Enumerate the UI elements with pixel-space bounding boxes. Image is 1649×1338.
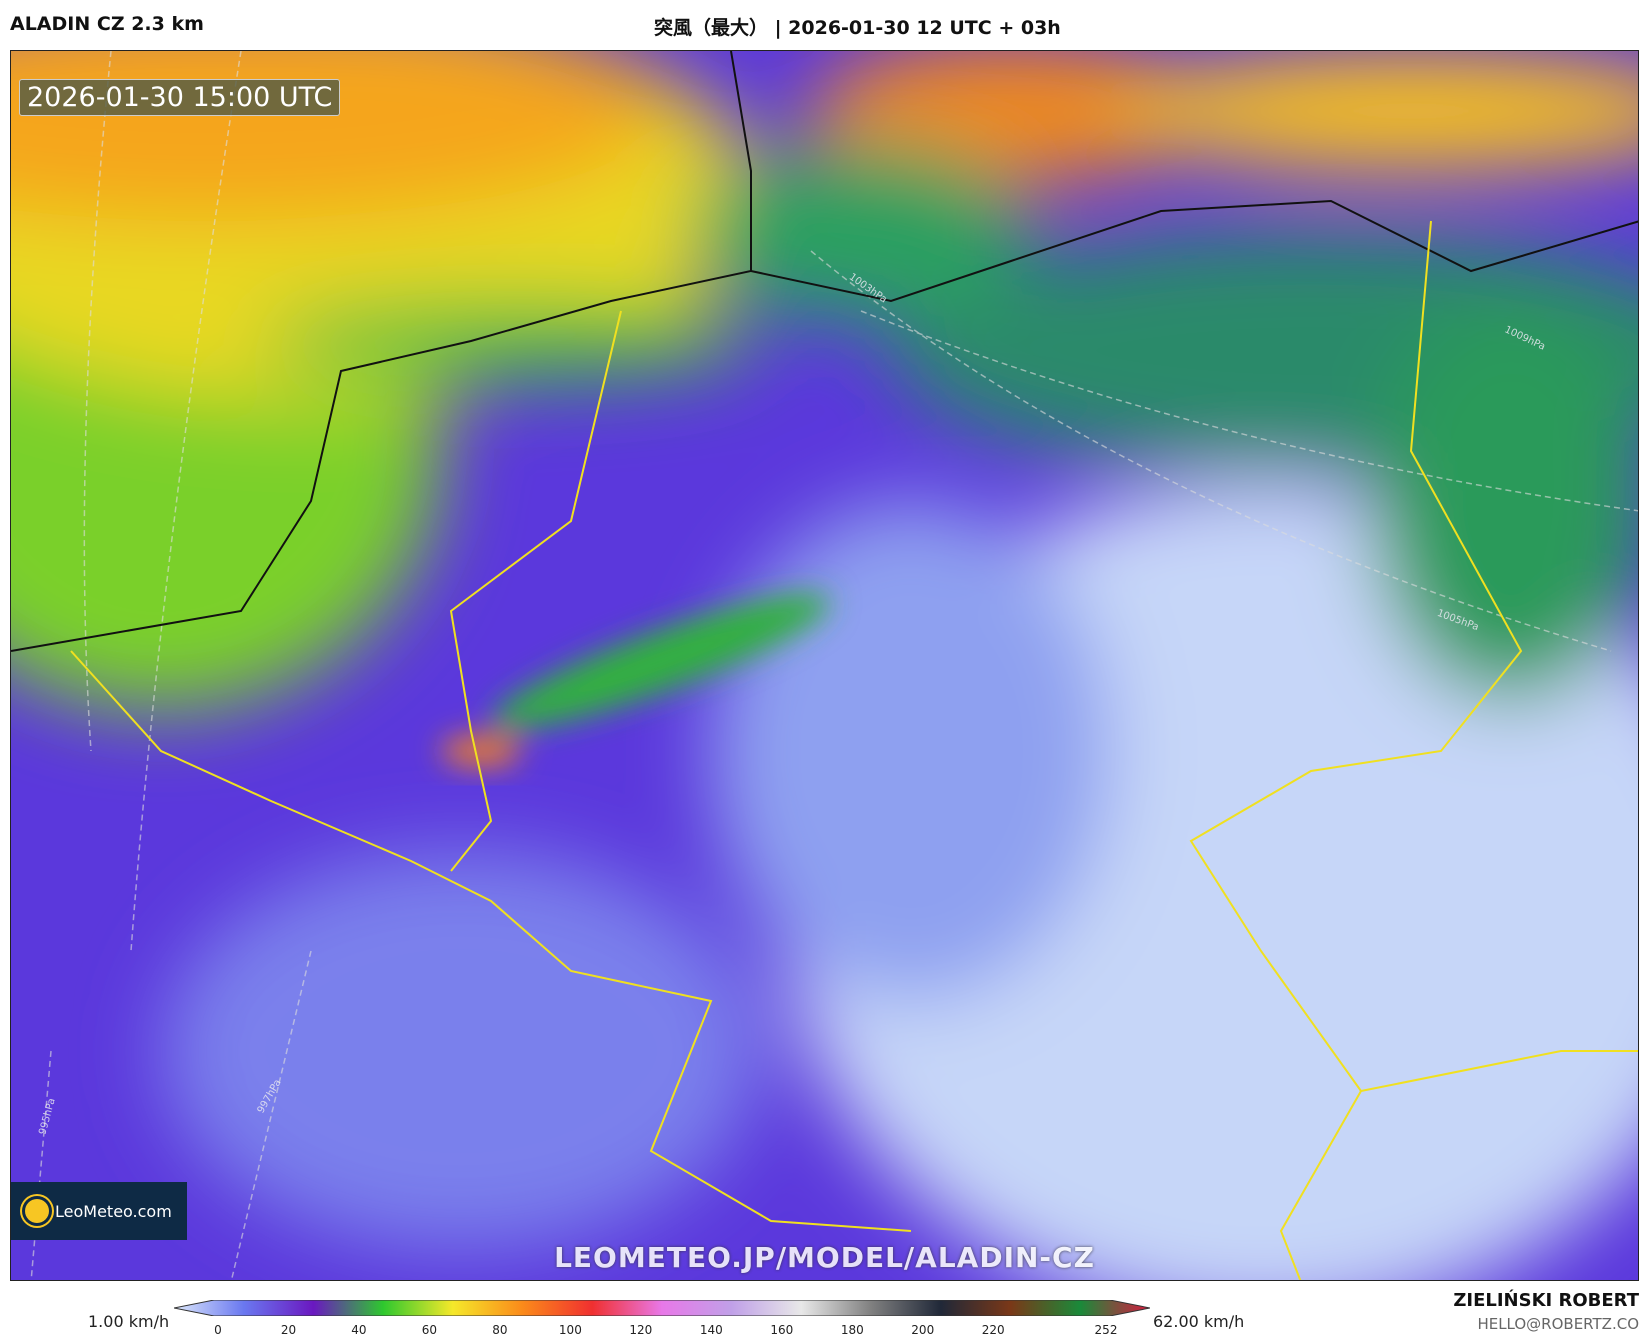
colorbar-tick: 60 bbox=[421, 1323, 438, 1337]
gust-field bbox=[11, 51, 1638, 1280]
colorbar-tick: 100 bbox=[558, 1323, 582, 1337]
model-name: ALADIN CZ 2.3 km bbox=[10, 13, 204, 35]
colorbar-tick: 140 bbox=[699, 1323, 723, 1337]
chart-title: 突風（最大） | 2026-01-30 12 UTC + 03h bbox=[654, 17, 1061, 39]
author-email[interactable]: HELLO@ROBERTZ.CO bbox=[1477, 1315, 1639, 1333]
isobars bbox=[30, 51, 1638, 1280]
coastline bbox=[11, 51, 1638, 652]
colorbar-tick: 120 bbox=[629, 1323, 653, 1337]
colorbar-tick: 252 bbox=[1094, 1323, 1118, 1337]
colorbar-min-label: 1.00 km/h bbox=[88, 1312, 170, 1331]
colorbar-tick: 20 bbox=[280, 1323, 297, 1337]
wind-gust-map[interactable]: 1003hPa 1005hPa 1009hPa 997hPa 995hPa 20… bbox=[10, 50, 1639, 1281]
author-name: ZIELIŃSKI ROBERT bbox=[1453, 1290, 1639, 1311]
colorbar-tick: 180 bbox=[840, 1323, 864, 1337]
watermark: LEOMETEO.JP/MODEL/ALADIN-CZ bbox=[554, 1241, 1095, 1274]
colorbar-tick: 160 bbox=[770, 1323, 794, 1337]
country-borders bbox=[70, 220, 1638, 1280]
colorbar-tick: 0 bbox=[214, 1323, 222, 1337]
colorbar-tick: 200 bbox=[911, 1323, 935, 1337]
colorbar-tick: 40 bbox=[351, 1323, 367, 1337]
valid-time-label: 2026-01-30 15:00 UTC bbox=[19, 79, 341, 116]
colorbar-tick: 80 bbox=[492, 1323, 508, 1337]
leometeo-logo[interactable]: LeoMeteo.com bbox=[11, 1182, 187, 1240]
colorbar-max-label: 62.00 km/h bbox=[1153, 1312, 1245, 1331]
sun-icon bbox=[25, 1199, 49, 1223]
colorbar-tick: 220 bbox=[981, 1323, 1005, 1337]
colorbar bbox=[173, 1299, 1151, 1317]
